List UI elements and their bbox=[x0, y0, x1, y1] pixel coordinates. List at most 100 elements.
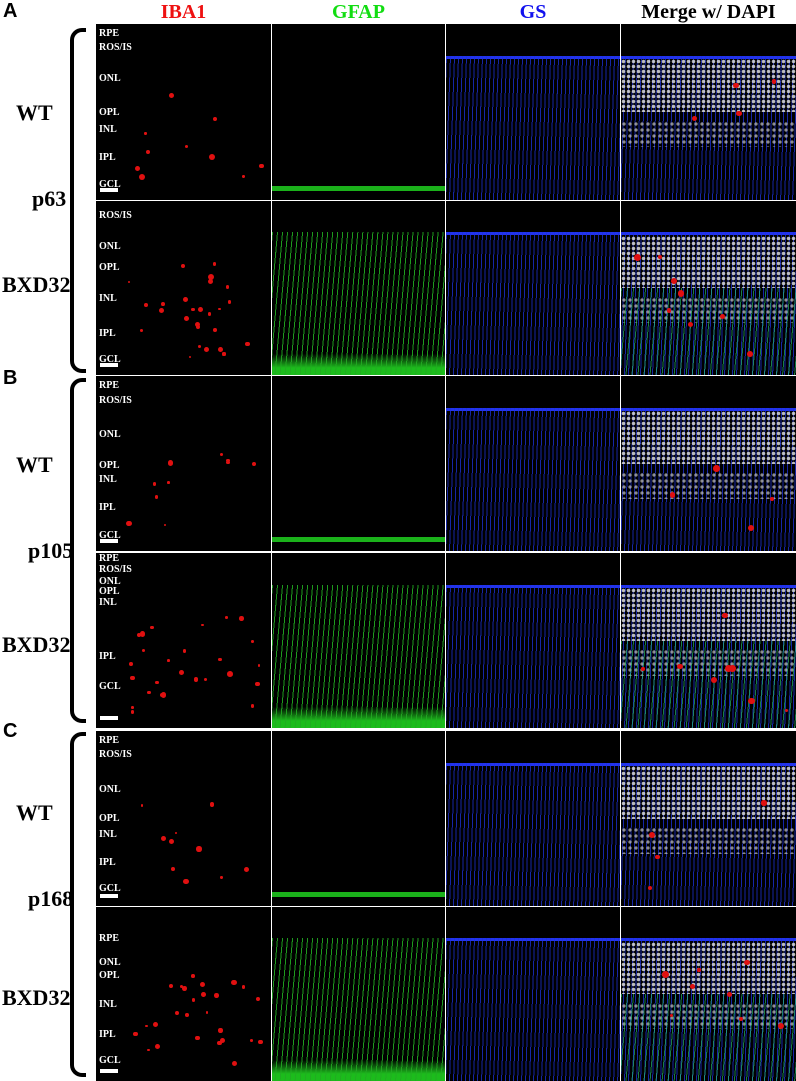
iba1-signal bbox=[152, 1022, 159, 1028]
iba1-signal bbox=[199, 982, 206, 988]
iba1-signal bbox=[158, 308, 164, 314]
iba1-merge-signal bbox=[726, 991, 733, 997]
iba1-signal bbox=[168, 839, 174, 845]
panel-letter-a: A bbox=[3, 0, 18, 22]
gfap-merge-signal bbox=[621, 994, 796, 1081]
layer-label-gcl: GCL bbox=[99, 178, 121, 190]
iba1-merge-signal bbox=[747, 697, 755, 705]
iba1-signal bbox=[143, 303, 148, 308]
gfap-merge-signal bbox=[621, 288, 796, 375]
iba1-signal bbox=[239, 616, 244, 621]
layer-label-onl: ONL bbox=[99, 575, 121, 587]
micrograph-b-bxd32-iba1: RPE ROS/IS ONL OPL INL IPL GCL bbox=[96, 553, 271, 728]
iba1-signal bbox=[205, 1011, 209, 1014]
iba1-merge-signal bbox=[713, 465, 720, 472]
layer-label-ipl: IPL bbox=[99, 1028, 116, 1040]
micrograph-a-wt-gs bbox=[446, 24, 620, 200]
iba1-signal bbox=[222, 352, 226, 356]
iba1-merge-signal bbox=[725, 664, 733, 672]
iba1-merge-signal bbox=[677, 663, 684, 670]
micrograph-b-bxd32-gs bbox=[446, 553, 620, 728]
micrograph-c-wt-gs bbox=[446, 731, 620, 906]
iba1-signal bbox=[207, 274, 214, 281]
genotype-label-c-bxd32: BXD32 bbox=[2, 985, 71, 1010]
iba1-signal bbox=[225, 285, 230, 289]
micrograph-b-wt-merge bbox=[621, 376, 796, 551]
iba1-signal bbox=[129, 662, 133, 666]
layer-label-opl: OPL bbox=[99, 460, 120, 471]
micrograph-a-bxd32-gs bbox=[446, 201, 620, 375]
iba1-signal bbox=[256, 996, 261, 1001]
iba1-signal bbox=[179, 984, 183, 988]
gfap-signal bbox=[272, 232, 445, 375]
iba1-signal bbox=[185, 1012, 190, 1017]
iba1-merge-signal bbox=[733, 82, 739, 88]
iba1-signal bbox=[188, 356, 191, 359]
image-grid-a: RPE ROS/IS ONL OPL INL IPL GCL ROS/IS ONL OPL INL I… bbox=[96, 24, 796, 375]
dapi-onl-signal bbox=[621, 766, 796, 819]
iba1-signal bbox=[209, 154, 215, 161]
iba1-signal bbox=[130, 676, 135, 681]
iba1-signal bbox=[197, 344, 202, 348]
iba1-signal bbox=[195, 324, 201, 330]
iba1-merge-signal bbox=[697, 968, 701, 972]
iba1-signal bbox=[126, 520, 132, 527]
iba1-signal bbox=[131, 706, 134, 709]
iba1-signal bbox=[191, 998, 195, 1002]
image-grid-c: RPE ROS/IS ONL OPL INL IPL GCL RPE ONL OPL INL IPL G… bbox=[96, 731, 796, 1081]
iba1-signal bbox=[145, 1024, 148, 1028]
iba1-signal bbox=[140, 328, 143, 332]
iba1-merge-signal bbox=[744, 959, 750, 966]
age-label-b: p105 bbox=[28, 538, 74, 563]
micrograph-b-wt-gfap bbox=[272, 376, 445, 551]
layer-label-opl: OPL bbox=[99, 586, 120, 598]
genotype-label-b-wt: WT bbox=[16, 452, 53, 477]
iba1-merge-signal bbox=[655, 854, 660, 860]
iba1-merge-signal bbox=[761, 800, 767, 806]
gfap-signal bbox=[272, 892, 445, 898]
micrograph-a-bxd32-merge bbox=[621, 201, 796, 375]
iba1-signal bbox=[258, 1039, 263, 1045]
iba1-merge-signal bbox=[677, 290, 685, 297]
iba1-signal bbox=[178, 669, 184, 675]
layer-label-opl: OPL bbox=[99, 969, 120, 981]
micrograph-a-bxd32-iba1: ROS/IS ONL OPL INL IPL GCL bbox=[96, 201, 271, 375]
iba1-signal bbox=[251, 461, 256, 467]
gfap-signal bbox=[272, 584, 445, 728]
iba1-merge-signal bbox=[722, 612, 728, 619]
layer-label-ipl: IPL bbox=[99, 328, 116, 340]
micrograph-b-wt-gs bbox=[446, 376, 620, 551]
scale-bar bbox=[100, 188, 118, 192]
iba1-signal bbox=[154, 1043, 161, 1050]
age-label-a: p63 bbox=[32, 186, 67, 211]
layer-label-gcl: GCL bbox=[99, 1054, 121, 1066]
iba1-signal bbox=[250, 1039, 253, 1042]
iba1-merge-signal bbox=[647, 885, 653, 891]
layer-label-inl: INL bbox=[99, 829, 117, 840]
header-gs: GS bbox=[519, 1, 547, 23]
iba1-signal bbox=[154, 680, 159, 685]
iba1-signal bbox=[219, 452, 223, 456]
iba1-signal bbox=[245, 341, 250, 347]
layer-label-ros-is: ROS/IS bbox=[99, 748, 132, 760]
iba1-merge-signal bbox=[666, 308, 672, 313]
panel-letter-b: B bbox=[3, 367, 18, 389]
bracket-a bbox=[70, 28, 86, 373]
iba1-signal bbox=[140, 804, 143, 807]
iba1-signal bbox=[195, 1035, 200, 1040]
iba1-merge-signal bbox=[690, 984, 696, 990]
iba1-signal bbox=[146, 150, 151, 155]
iba1-signal bbox=[259, 163, 265, 169]
iba1-signal bbox=[168, 984, 173, 989]
iba1-merge-signal bbox=[669, 492, 676, 498]
micrograph-a-wt-iba1: RPE ROS/IS ONL OPL INL IPL GCL bbox=[96, 24, 271, 200]
micrograph-c-bxd32-iba1: RPE ONL OPL INL IPL GCL bbox=[96, 907, 271, 1081]
layer-label-inl: INL bbox=[99, 596, 117, 608]
layer-label-opl: OPL bbox=[99, 106, 120, 118]
iba1-signal bbox=[183, 878, 189, 884]
dapi-onl-signal bbox=[621, 235, 796, 288]
iba1-signal bbox=[231, 1060, 238, 1067]
layer-label-onl: ONL bbox=[99, 783, 121, 795]
iba1-signal bbox=[231, 979, 237, 986]
iba1-signal bbox=[171, 866, 175, 871]
